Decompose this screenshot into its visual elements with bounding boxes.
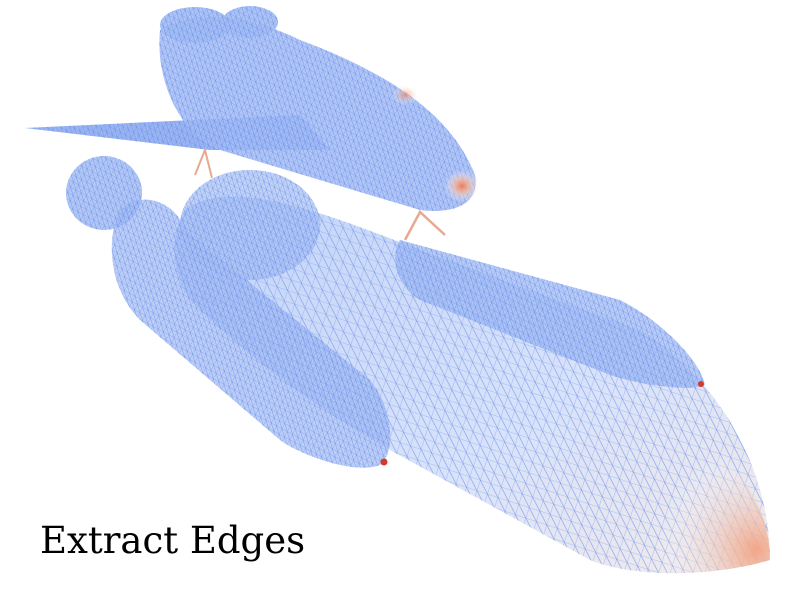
external-tank [174, 196, 770, 574]
tank-sphere [180, 170, 320, 280]
right-booster [395, 240, 705, 388]
left-booster [111, 199, 391, 468]
booster-dome [66, 156, 142, 230]
caption-label: Extract Edges [40, 519, 306, 562]
orbiter [25, 6, 480, 241]
